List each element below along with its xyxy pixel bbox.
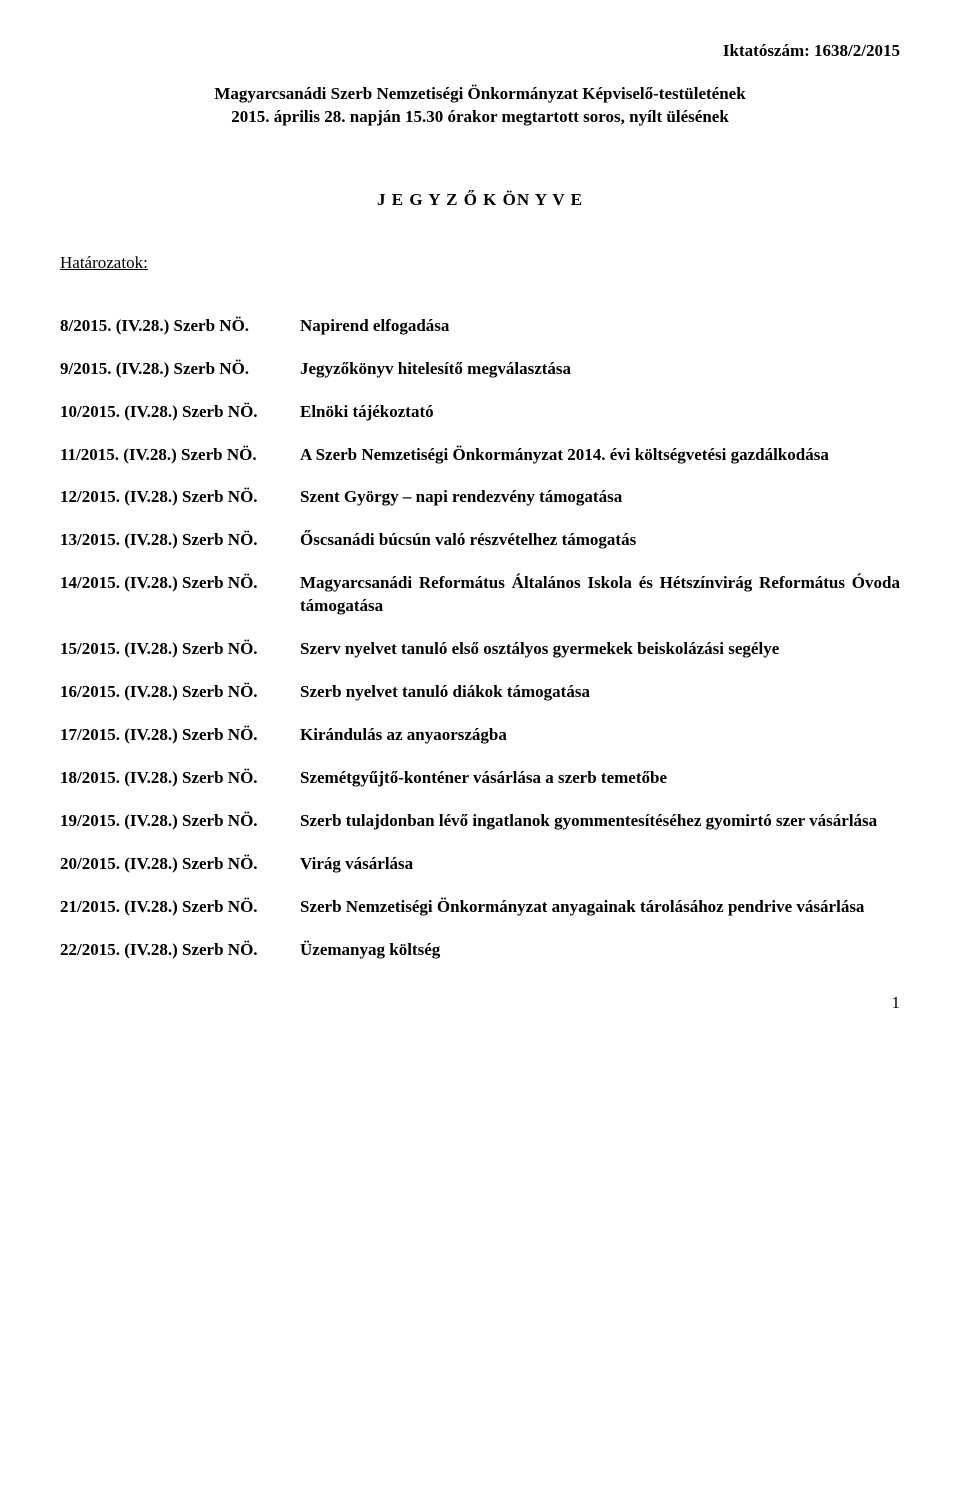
jegyzokonyv-title: J E G Y Z Ő K ÖN Y V E — [60, 189, 900, 212]
resolution-value: Szerb Nemzetiségi Önkormányzat anyagaina… — [300, 896, 900, 919]
resolution-row: 8/2015. (IV.28.) Szerb NÖ. Napirend elfo… — [60, 315, 900, 338]
resolutions-list: 8/2015. (IV.28.) Szerb NÖ. Napirend elfo… — [60, 315, 900, 962]
resolution-row: 10/2015. (IV.28.) Szerb NÖ. Elnöki tájék… — [60, 401, 900, 424]
resolution-key: 12/2015. (IV.28.) Szerb NÖ. — [60, 486, 300, 509]
resolution-row: 17/2015. (IV.28.) Szerb NÖ. Kirándulás a… — [60, 724, 900, 747]
resolution-value: Őscsanádi búcsún való részvételhez támog… — [300, 529, 900, 552]
resolution-row: 14/2015. (IV.28.) Szerb NÖ. Magyarcsanád… — [60, 572, 900, 618]
resolution-row: 20/2015. (IV.28.) Szerb NÖ. Virág vásárl… — [60, 853, 900, 876]
resolution-value: Napirend elfogadása — [300, 315, 900, 338]
header-line-1: Magyarcsanádi Szerb Nemzetiségi Önkormán… — [60, 83, 900, 106]
resolution-value: Jegyzőkönyv hitelesítő megválasztása — [300, 358, 900, 381]
resolution-row: 15/2015. (IV.28.) Szerb NÖ. Szerv nyelve… — [60, 638, 900, 661]
resolution-key: 8/2015. (IV.28.) Szerb NÖ. — [60, 315, 300, 338]
resolution-value: Szerv nyelvet tanuló első osztályos gyer… — [300, 638, 900, 661]
resolution-value: Elnöki tájékoztató — [300, 401, 900, 424]
resolution-value: Magyarcsanádi Református Általános Iskol… — [300, 572, 900, 618]
resolution-value: Virág vásárlása — [300, 853, 900, 876]
page-number: 1 — [60, 992, 900, 1015]
resolution-key: 10/2015. (IV.28.) Szerb NÖ. — [60, 401, 300, 424]
resolution-key: 9/2015. (IV.28.) Szerb NÖ. — [60, 358, 300, 381]
resolution-key: 20/2015. (IV.28.) Szerb NÖ. — [60, 853, 300, 876]
resolution-value: Üzemanyag költség — [300, 939, 900, 962]
resolution-row: 21/2015. (IV.28.) Szerb NÖ. Szerb Nemzet… — [60, 896, 900, 919]
resolution-key: 21/2015. (IV.28.) Szerb NÖ. — [60, 896, 300, 919]
resolution-row: 12/2015. (IV.28.) Szerb NÖ. Szent György… — [60, 486, 900, 509]
resolution-value: Szerb tulajdonban lévő ingatlanok gyomme… — [300, 810, 900, 833]
resolution-row: 11/2015. (IV.28.) Szerb NÖ. A Szerb Nemz… — [60, 444, 900, 467]
resolution-key: 16/2015. (IV.28.) Szerb NÖ. — [60, 681, 300, 704]
resolution-row: 22/2015. (IV.28.) Szerb NÖ. Üzemanyag kö… — [60, 939, 900, 962]
iktato-number: Iktatószám: 1638/2/2015 — [60, 40, 900, 63]
resolution-row: 16/2015. (IV.28.) Szerb NÖ. Szerb nyelve… — [60, 681, 900, 704]
resolution-value: A Szerb Nemzetiségi Önkormányzat 2014. é… — [300, 444, 900, 467]
header-line-2: 2015. április 28. napján 15.30 órakor me… — [60, 106, 900, 129]
resolution-value: Kirándulás az anyaországba — [300, 724, 900, 747]
resolution-row: 9/2015. (IV.28.) Szerb NÖ. Jegyzőkönyv h… — [60, 358, 900, 381]
resolution-key: 14/2015. (IV.28.) Szerb NÖ. — [60, 572, 300, 595]
resolution-key: 13/2015. (IV.28.) Szerb NÖ. — [60, 529, 300, 552]
hatarozatok-label: Határozatok: — [60, 252, 900, 275]
resolution-value: Szerb nyelvet tanuló diákok támogatása — [300, 681, 900, 704]
resolution-key: 17/2015. (IV.28.) Szerb NÖ. — [60, 724, 300, 747]
document-header: Magyarcsanádi Szerb Nemzetiségi Önkormán… — [60, 83, 900, 129]
resolution-value: Szemétgyűjtő-konténer vásárlása a szerb … — [300, 767, 900, 790]
resolution-row: 13/2015. (IV.28.) Szerb NÖ. Őscsanádi bú… — [60, 529, 900, 552]
resolution-row: 19/2015. (IV.28.) Szerb NÖ. Szerb tulajd… — [60, 810, 900, 833]
resolution-key: 22/2015. (IV.28.) Szerb NÖ. — [60, 939, 300, 962]
resolution-key: 15/2015. (IV.28.) Szerb NÖ. — [60, 638, 300, 661]
resolution-row: 18/2015. (IV.28.) Szerb NÖ. Szemétgyűjtő… — [60, 767, 900, 790]
resolution-key: 11/2015. (IV.28.) Szerb NÖ. — [60, 444, 300, 467]
resolution-key: 19/2015. (IV.28.) Szerb NÖ. — [60, 810, 300, 833]
resolution-key: 18/2015. (IV.28.) Szerb NÖ. — [60, 767, 300, 790]
resolution-value: Szent György – napi rendezvény támogatás… — [300, 486, 900, 509]
